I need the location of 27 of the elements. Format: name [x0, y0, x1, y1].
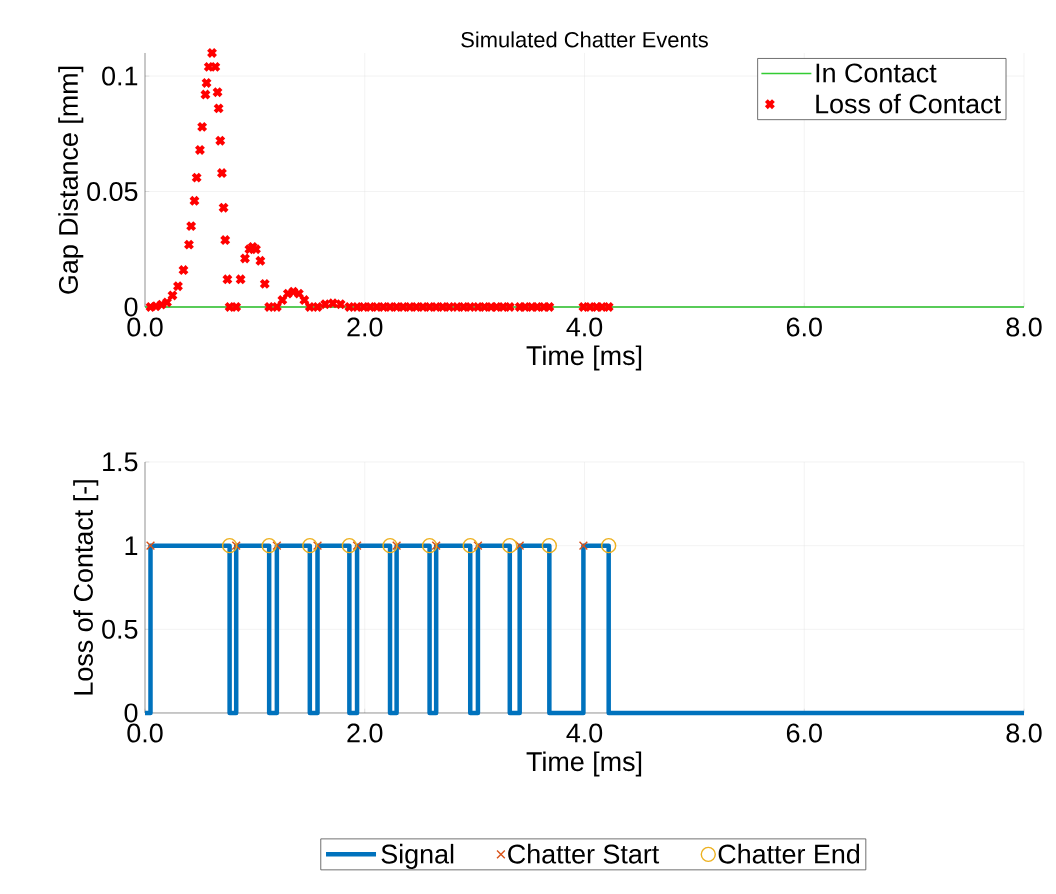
legend-label: Signal — [381, 843, 454, 869]
y-axis-title: Gap Distance [mm] — [58, 66, 84, 294]
legend-label: Chatter Start — [508, 843, 660, 864]
y-tick-label: 0.1 — [102, 66, 138, 86]
x-tick-label: 0.0 — [127, 723, 163, 743]
legend-label: Loss of Contact — [816, 93, 1001, 114]
x-tick-label: 4.0 — [566, 317, 603, 337]
y-tick-label: 1 — [125, 536, 138, 555]
legend-label: Chatter End — [718, 843, 860, 864]
chart-title: Simulated Chatter Events — [461, 31, 708, 48]
x-tick-label: 4.0 — [566, 723, 603, 743]
legend-label: In Contact — [816, 63, 937, 83]
x-tick-label: 8.0 — [1006, 317, 1042, 337]
x-axis-title: Time [ms] — [526, 751, 642, 777]
y-tick-label: 0.5 — [102, 619, 138, 639]
y-tick-label: 1.5 — [103, 452, 138, 472]
x-axis-title: Time [ms] — [526, 345, 642, 371]
x-tick-label: 2.0 — [347, 723, 383, 743]
x-tick-label: 6.0 — [786, 317, 822, 337]
y-axis-title: Loss of Contact [-] — [73, 480, 99, 695]
x-tick-label: 8.0 — [1006, 723, 1042, 743]
x-tick-label: 6.0 — [786, 723, 822, 743]
y-tick-label: 0.05 — [87, 182, 138, 202]
y-tick-label: 0 — [124, 703, 138, 723]
y-tick-label: 0 — [124, 297, 138, 317]
x-tick-label: 0.0 — [127, 317, 163, 337]
x-tick-label: 2.0 — [347, 317, 383, 337]
